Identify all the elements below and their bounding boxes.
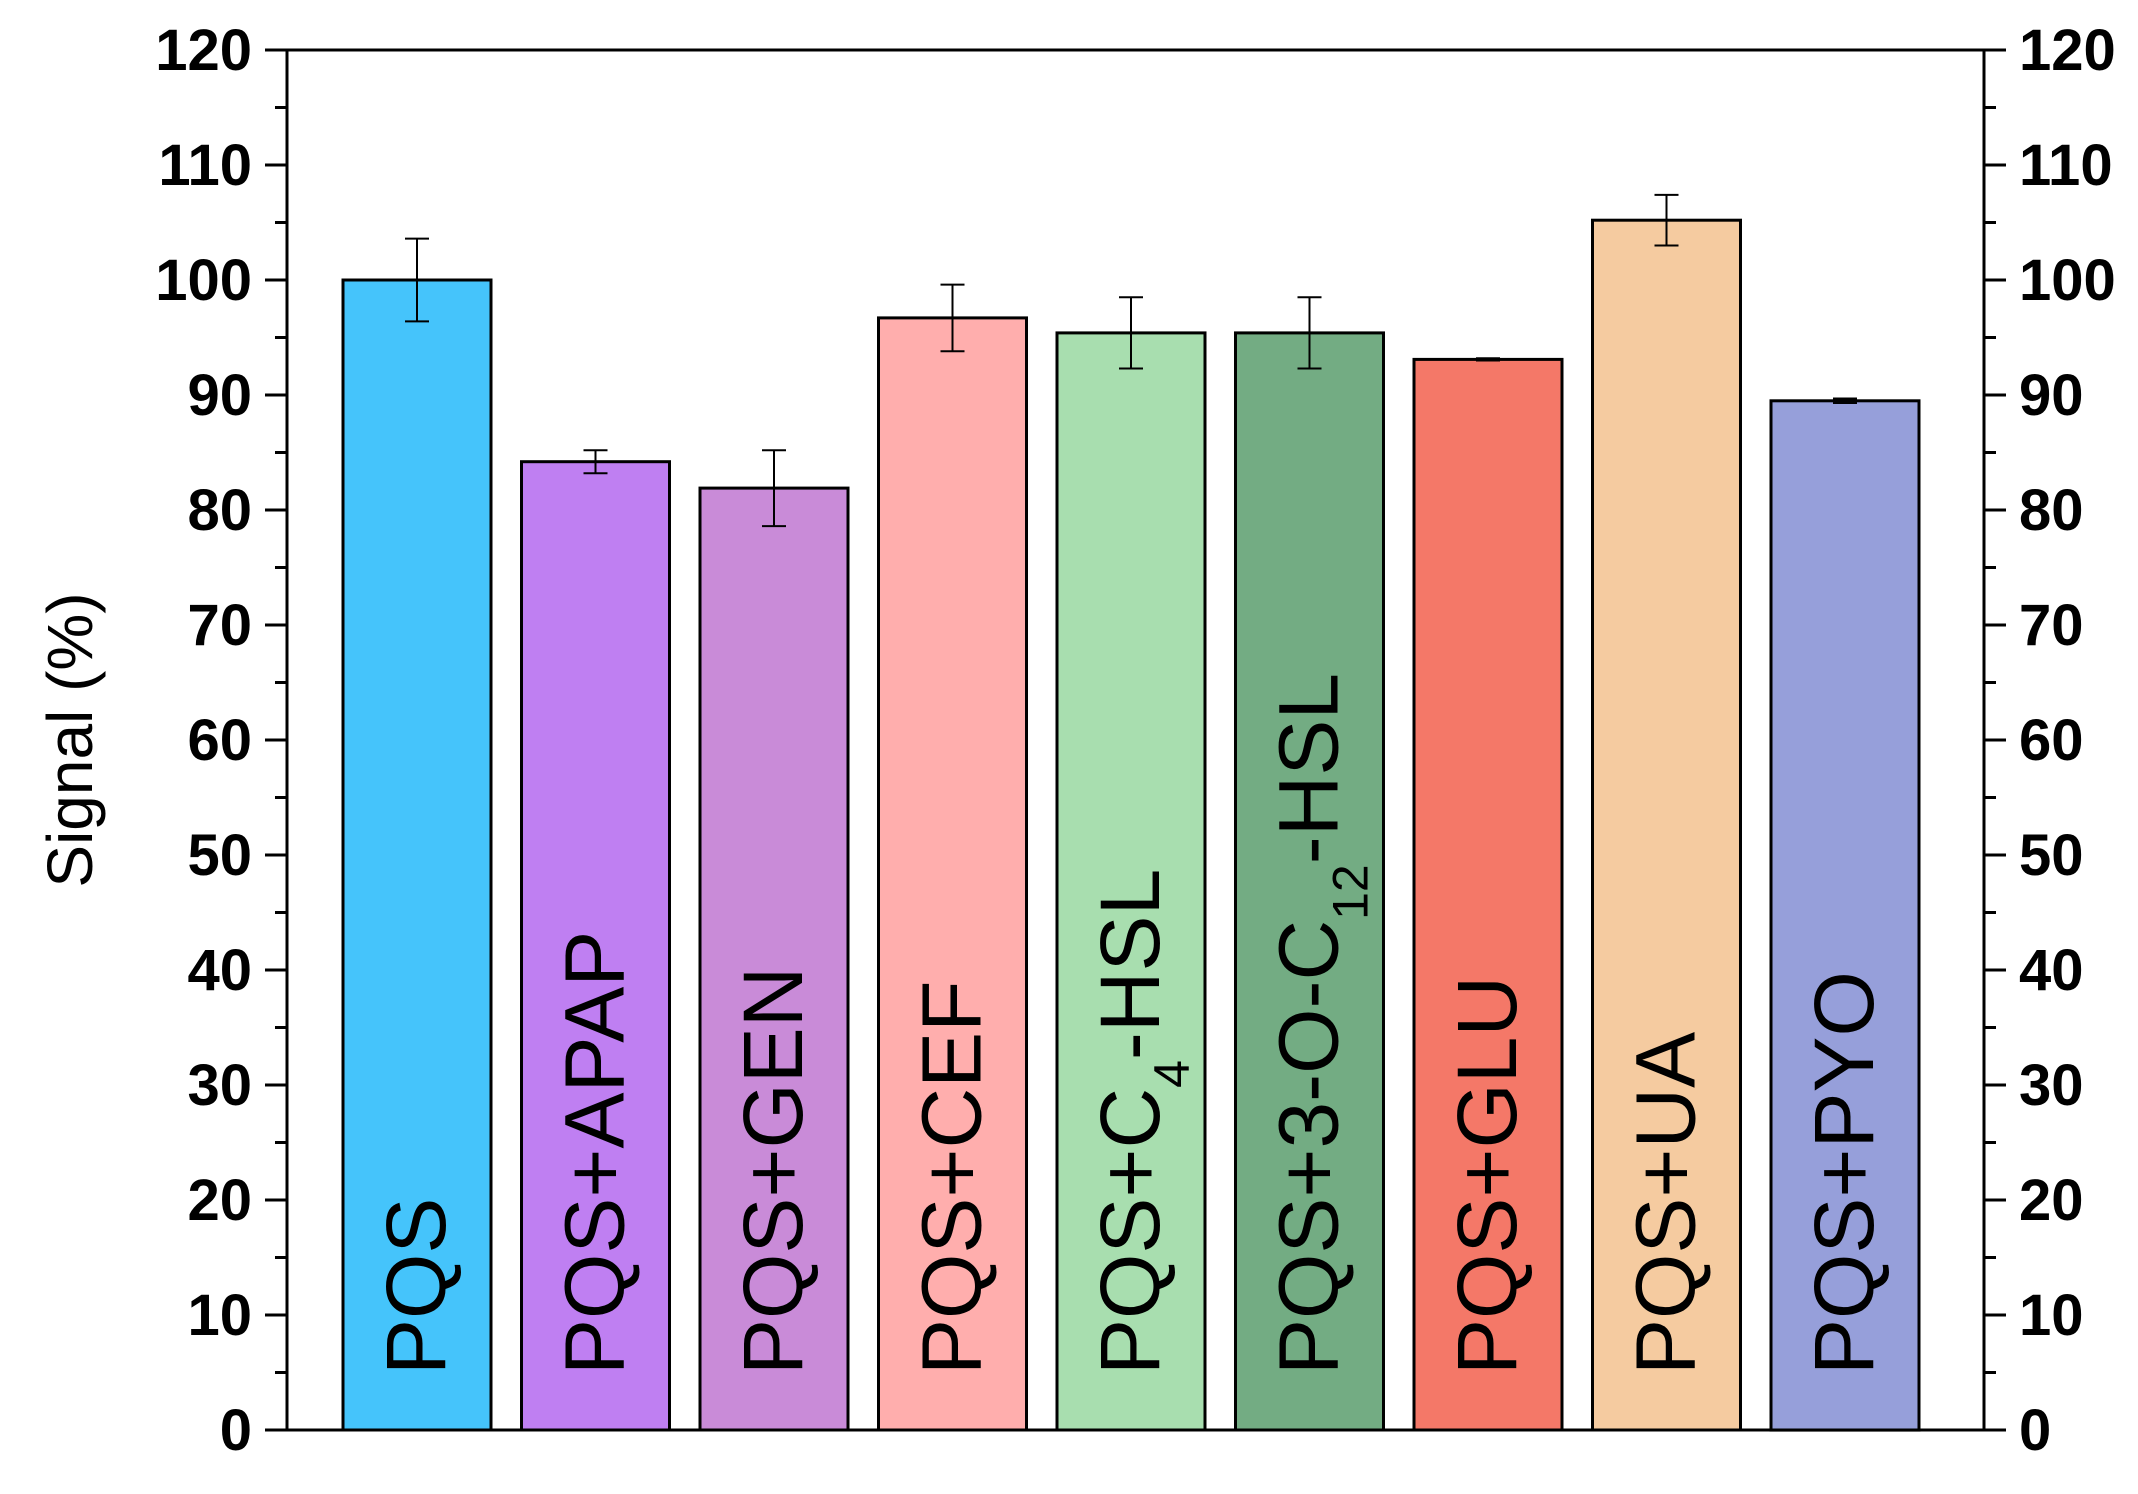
left-tick-label: 120: [155, 18, 252, 83]
right-tick-label: 80: [2019, 478, 2084, 543]
right-tick-label: 0: [2019, 1398, 2051, 1463]
error-bar-6: [1297, 296, 1322, 370]
error-bars-layer: [405, 193, 1857, 528]
right-tick-label: 10: [2019, 1283, 2084, 1348]
error-bar-8: [1654, 193, 1679, 247]
bar-label-7: PQS+GLU: [1440, 976, 1534, 1375]
bar-label-4: PQS+CEF: [905, 981, 999, 1375]
left-tick-label: 20: [187, 1168, 252, 1233]
left-tick-label: 90: [187, 363, 252, 428]
right-tick-label: 40: [2019, 938, 2084, 1003]
right-tick-label: 110: [2019, 133, 2113, 198]
left-tick-label: 30: [187, 1053, 252, 1118]
right-tick-label: 30: [2019, 1053, 2084, 1118]
y-axis-title: Signal (%): [34, 592, 106, 887]
bar-6: [1234, 331, 1385, 1432]
right-tick-label: 70: [2019, 593, 2084, 658]
axes-layer: 0 0 10 10 20 20 30 30 40 40 50 50 60 60 70 70 80 80 90 90 10…: [34, 18, 2116, 1463]
error-bar-1: [405, 237, 429, 323]
bar-label-9: PQS+PYO: [1797, 971, 1891, 1375]
bar-label-subscript: 12: [1323, 864, 1379, 920]
bar-label-text: PQS: [369, 1198, 463, 1375]
bar-label-text: PQS+PYO: [1797, 971, 1891, 1375]
left-tick-label: 10: [187, 1283, 252, 1348]
right-tick-label: 120: [2019, 18, 2116, 83]
right-tick-label: 50: [2019, 823, 2084, 888]
bar-label-text: -HSL: [1262, 673, 1356, 864]
bar-label-text: PQS+GLU: [1440, 976, 1534, 1375]
error-bar-5: [1119, 296, 1143, 370]
right-tick-label: 100: [2019, 248, 2116, 313]
left-tick-label: 70: [187, 593, 252, 658]
bar-2: [520, 460, 671, 1432]
bar-label-text: PQS+GEN: [726, 967, 820, 1375]
right-tick-label: 60: [2019, 708, 2084, 773]
left-tick-label: 40: [187, 938, 252, 1003]
bar-label-6: PQS+3-O-C12-HSL: [1262, 673, 1379, 1375]
bar-label-text: PQS+CEF: [905, 981, 999, 1375]
bar-8: [1591, 218, 1742, 1432]
error-bar-3: [762, 449, 786, 528]
left-tick-label: 110: [158, 133, 252, 198]
error-bar-4: [940, 283, 965, 353]
left-tick-label: 60: [187, 708, 252, 773]
bar-label-1: PQS: [369, 1198, 463, 1375]
bar-label-3: PQS+GEN: [726, 967, 820, 1375]
error-bar-7: [1476, 357, 1500, 362]
left-tick-label: 50: [187, 823, 252, 888]
bar-label-5: PQS+C4-HSL: [1083, 869, 1200, 1375]
bar-label-2: PQS+APAP: [548, 931, 642, 1375]
bar-label-text: -HSL: [1083, 869, 1177, 1060]
right-tick-label: 20: [2019, 1168, 2084, 1233]
bars-layer: [341, 218, 1921, 1432]
bar-1: [341, 278, 493, 1432]
left-tick-label: 100: [155, 248, 252, 313]
bar-label-8: PQS+UA: [1619, 1032, 1713, 1375]
bar-label-text: PQS+3-O-C: [1262, 920, 1356, 1375]
bar-label-text: PQS+C: [1083, 1088, 1177, 1375]
left-tick-label: 0: [220, 1398, 252, 1463]
error-bar-2: [583, 449, 608, 475]
bar-5: [1055, 331, 1207, 1432]
error-bar-9: [1833, 397, 1857, 405]
left-tick-label: 80: [187, 478, 252, 543]
bar-4: [877, 316, 1028, 1432]
right-tick-label: 90: [2019, 363, 2084, 428]
bar-label-text: PQS+UA: [1619, 1032, 1713, 1375]
bar-label-text: PQS+APAP: [548, 931, 642, 1375]
bar-label-subscript: 4: [1144, 1060, 1200, 1088]
bar-labels-layer: PQS PQS+APAP PQS+GEN PQS+CEF PQS+C4-HSL PQS+3…: [369, 673, 1891, 1375]
